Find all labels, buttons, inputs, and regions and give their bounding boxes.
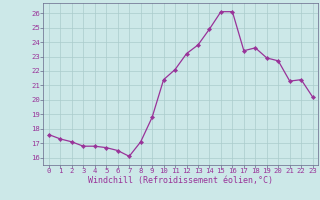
- X-axis label: Windchill (Refroidissement éolien,°C): Windchill (Refroidissement éolien,°C): [88, 176, 273, 185]
